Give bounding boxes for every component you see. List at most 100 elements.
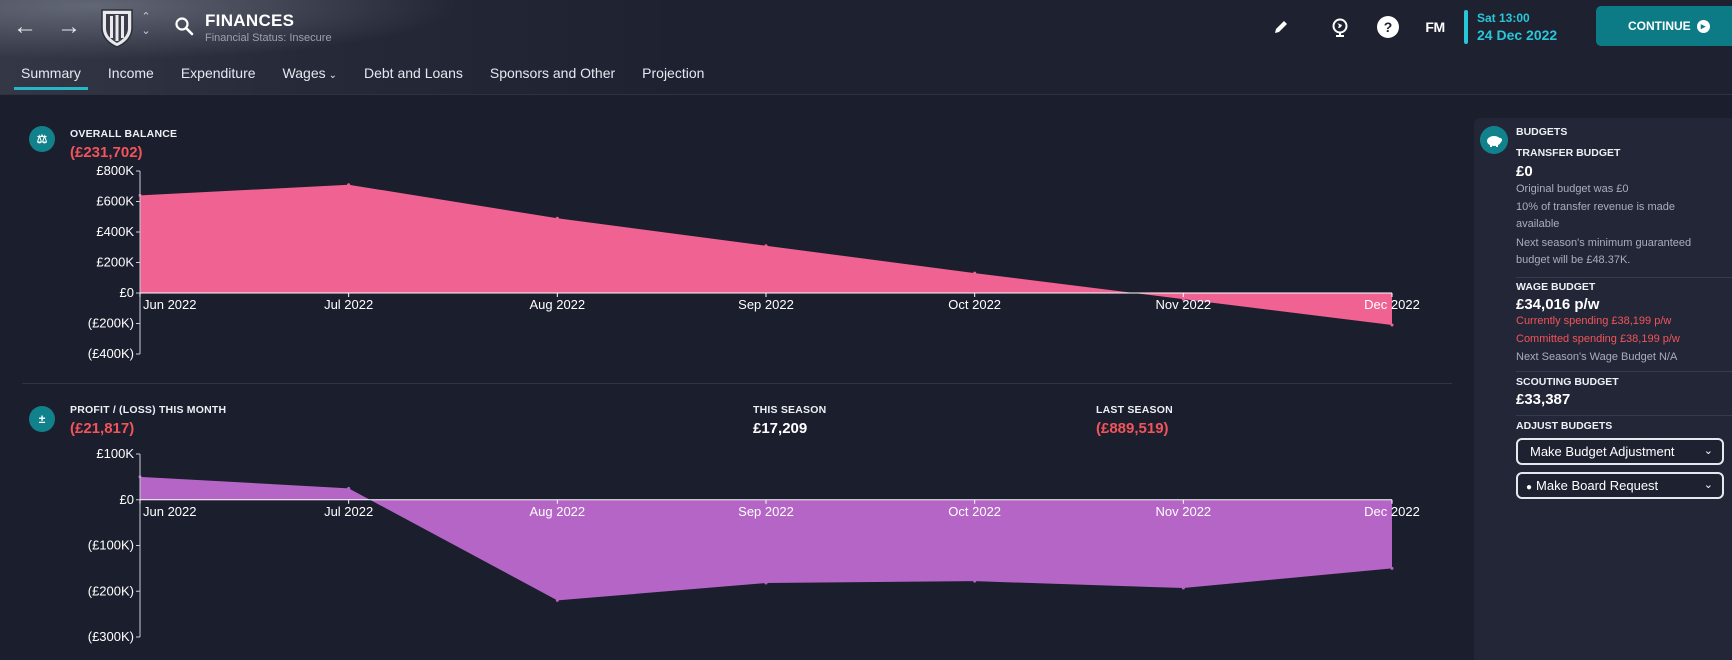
y-tick-label: (£100K) <box>88 538 134 553</box>
x-tick-label: Nov 2022 <box>1156 504 1212 519</box>
wage-committed-spending: Committed spending £38,199 p/w <box>1516 333 1680 345</box>
chevron-down-icon: ⌄ <box>1703 445 1713 457</box>
data-point <box>973 579 977 583</box>
x-tick-label: Sep 2022 <box>738 504 794 519</box>
wage-budget-value: £34,016 p/w <box>1516 296 1600 313</box>
adjust-budgets-label: ADJUST BUDGETS <box>1516 420 1613 432</box>
tab-label: Expenditure <box>180 65 256 81</box>
help-icon[interactable]: ? <box>1377 16 1399 38</box>
finances-summary-panel: ⚖ OVERALL BALANCE (£231,702) £800K £600K £… <box>0 96 1465 660</box>
dropdown-label: Make Board Request <box>1536 478 1659 493</box>
budgets-panel: BUDGETS TRANSFER BUDGET £0 Original budg… <box>1474 118 1732 660</box>
tab-label: Sponsors and Other <box>489 65 616 81</box>
tab-income[interactable]: Income <box>97 62 165 92</box>
overall-balance-label: OVERALL BALANCE <box>70 128 178 140</box>
transfer-budget-label: TRANSFER BUDGET <box>1516 147 1621 159</box>
y-tick-label: £0 <box>120 285 134 300</box>
y-tick-label: £200K <box>96 255 134 270</box>
last-season-label: LAST SEASON <box>1096 404 1173 416</box>
x-tick-label: Jul 2022 <box>324 297 373 312</box>
profit-loss-label: PROFIT / (LOSS) THIS MONTH <box>70 404 227 416</box>
x-tick-label: Aug 2022 <box>529 297 585 312</box>
x-tick-label: Nov 2022 <box>1156 297 1212 312</box>
y-tick-label: £600K <box>96 194 134 209</box>
x-tick-label: Oct 2022 <box>948 297 1001 312</box>
make-board-request-dropdown[interactable]: ● Make Board Request ⌄ <box>1516 472 1724 499</box>
panel-divider <box>1516 277 1732 278</box>
financial-status: Financial Status: Insecure <box>205 32 332 44</box>
overall-balance-chart: £800K £600K £400K £200K £0 (£200K) (£400K) Jun … <box>88 163 1420 361</box>
x-tick-label: Jun 2022 <box>143 297 197 312</box>
data-point <box>973 271 977 275</box>
data-point <box>764 581 768 585</box>
club-switch-chevrons-icon[interactable]: ⌃ ⌄ <box>141 11 151 37</box>
data-point <box>1181 297 1185 301</box>
piggy-bank-icon <box>1480 126 1508 154</box>
series-area <box>140 184 1392 326</box>
y-tick-label: £400K <box>96 224 134 239</box>
this-season-value: £17,209 <box>753 420 808 437</box>
top-bar: ← → ⌃ ⌄ FINANCES Financial Status: Insecu… <box>0 0 1732 95</box>
data-point <box>1390 323 1394 327</box>
continue-button[interactable]: CONTINUE ▸ <box>1596 6 1732 46</box>
tab-summary[interactable]: Summary <box>10 62 92 92</box>
x-tick-label: Aug 2022 <box>529 504 585 519</box>
data-point <box>555 598 559 602</box>
last-season-value: (£889,519) <box>1096 420 1169 437</box>
club-crest-icon[interactable] <box>98 6 136 48</box>
profit-loss-chart: £100K £0 (£100K) (£200K) (£300K) Jun 2022 Jul … <box>88 446 1420 644</box>
transfer-note-original: Original budget was £0 <box>1516 183 1629 195</box>
continue-label: CONTINUE <box>1628 19 1691 33</box>
game-date: 24 Dec 2022 <box>1477 27 1558 43</box>
back-arrow-icon[interactable]: ← <box>13 13 37 40</box>
fm-menu-icon[interactable]: FM <box>1425 19 1445 35</box>
x-tick-label: Jun 2022 <box>143 504 197 519</box>
tab-expenditure[interactable]: Expenditure <box>170 62 267 92</box>
header-background <box>0 0 460 60</box>
globe-icon[interactable] <box>1329 16 1351 38</box>
profit-loss-value: (£21,817) <box>70 420 135 437</box>
page-title: FINANCES <box>205 11 295 30</box>
chevron-right-icon: ▸ <box>1696 20 1710 33</box>
balance-scale-icon: ⚖ <box>29 126 55 152</box>
forward-arrow-icon[interactable]: → <box>57 13 81 40</box>
panel-divider <box>1516 415 1732 416</box>
game-time: Sat 13:00 <box>1477 11 1530 25</box>
wage-budget-label: WAGE BUDGET <box>1516 281 1596 293</box>
tab-projection[interactable]: Projection <box>631 62 715 92</box>
overall-balance-value: (£231,702) <box>70 144 143 161</box>
speech-bubble-icon: ● <box>1526 482 1533 493</box>
chevron-down-icon: ⌄ <box>1703 479 1713 491</box>
data-point <box>347 183 351 187</box>
tab-label: Summary <box>21 65 81 81</box>
search-icon[interactable] <box>174 16 194 36</box>
tab-wages[interactable]: Wages ⌄ <box>272 62 348 92</box>
data-point <box>347 486 351 490</box>
wage-current-spending: Currently spending £38,199 p/w <box>1516 315 1672 327</box>
y-tick-label: £800K <box>96 163 134 178</box>
series-area <box>140 476 1392 601</box>
date-accent-bar <box>1464 10 1468 44</box>
budgets-title: BUDGETS <box>1516 126 1568 138</box>
dropdown-label: Make Budget Adjustment <box>1530 444 1675 459</box>
tab-label: Income <box>107 65 154 81</box>
this-season-label: THIS SEASON <box>753 404 827 416</box>
transfer-budget-value: £0 <box>1516 163 1533 180</box>
tab-bar: Summary Income Expenditure Wages ⌄ Debt a… <box>10 62 720 92</box>
data-point <box>555 216 559 220</box>
tab-label: Wages <box>282 65 326 81</box>
pencil-icon[interactable] <box>1270 16 1292 38</box>
make-budget-adjustment-dropdown[interactable]: Make Budget Adjustment ⌄ <box>1516 438 1724 465</box>
transfer-note-revenue: 10% of transfer revenue is made availabl… <box>1516 201 1675 230</box>
y-tick-label: (£200K) <box>88 316 134 331</box>
y-tick-label: £100K <box>96 446 134 461</box>
scouting-budget-value: £33,387 <box>1516 391 1571 408</box>
tab-debt-and-loans[interactable]: Debt and Loans <box>353 62 474 92</box>
y-tick-label: £0 <box>120 492 134 507</box>
x-tick-label: Sep 2022 <box>738 297 794 312</box>
tab-sponsors-and-other[interactable]: Sponsors and Other <box>479 62 626 92</box>
tab-label: Debt and Loans <box>364 65 463 81</box>
x-tick-label: Oct 2022 <box>948 504 1001 519</box>
transfer-note-next-season: Next season's minimum guaranteed budget … <box>1516 237 1692 266</box>
panel-divider <box>1516 371 1732 372</box>
